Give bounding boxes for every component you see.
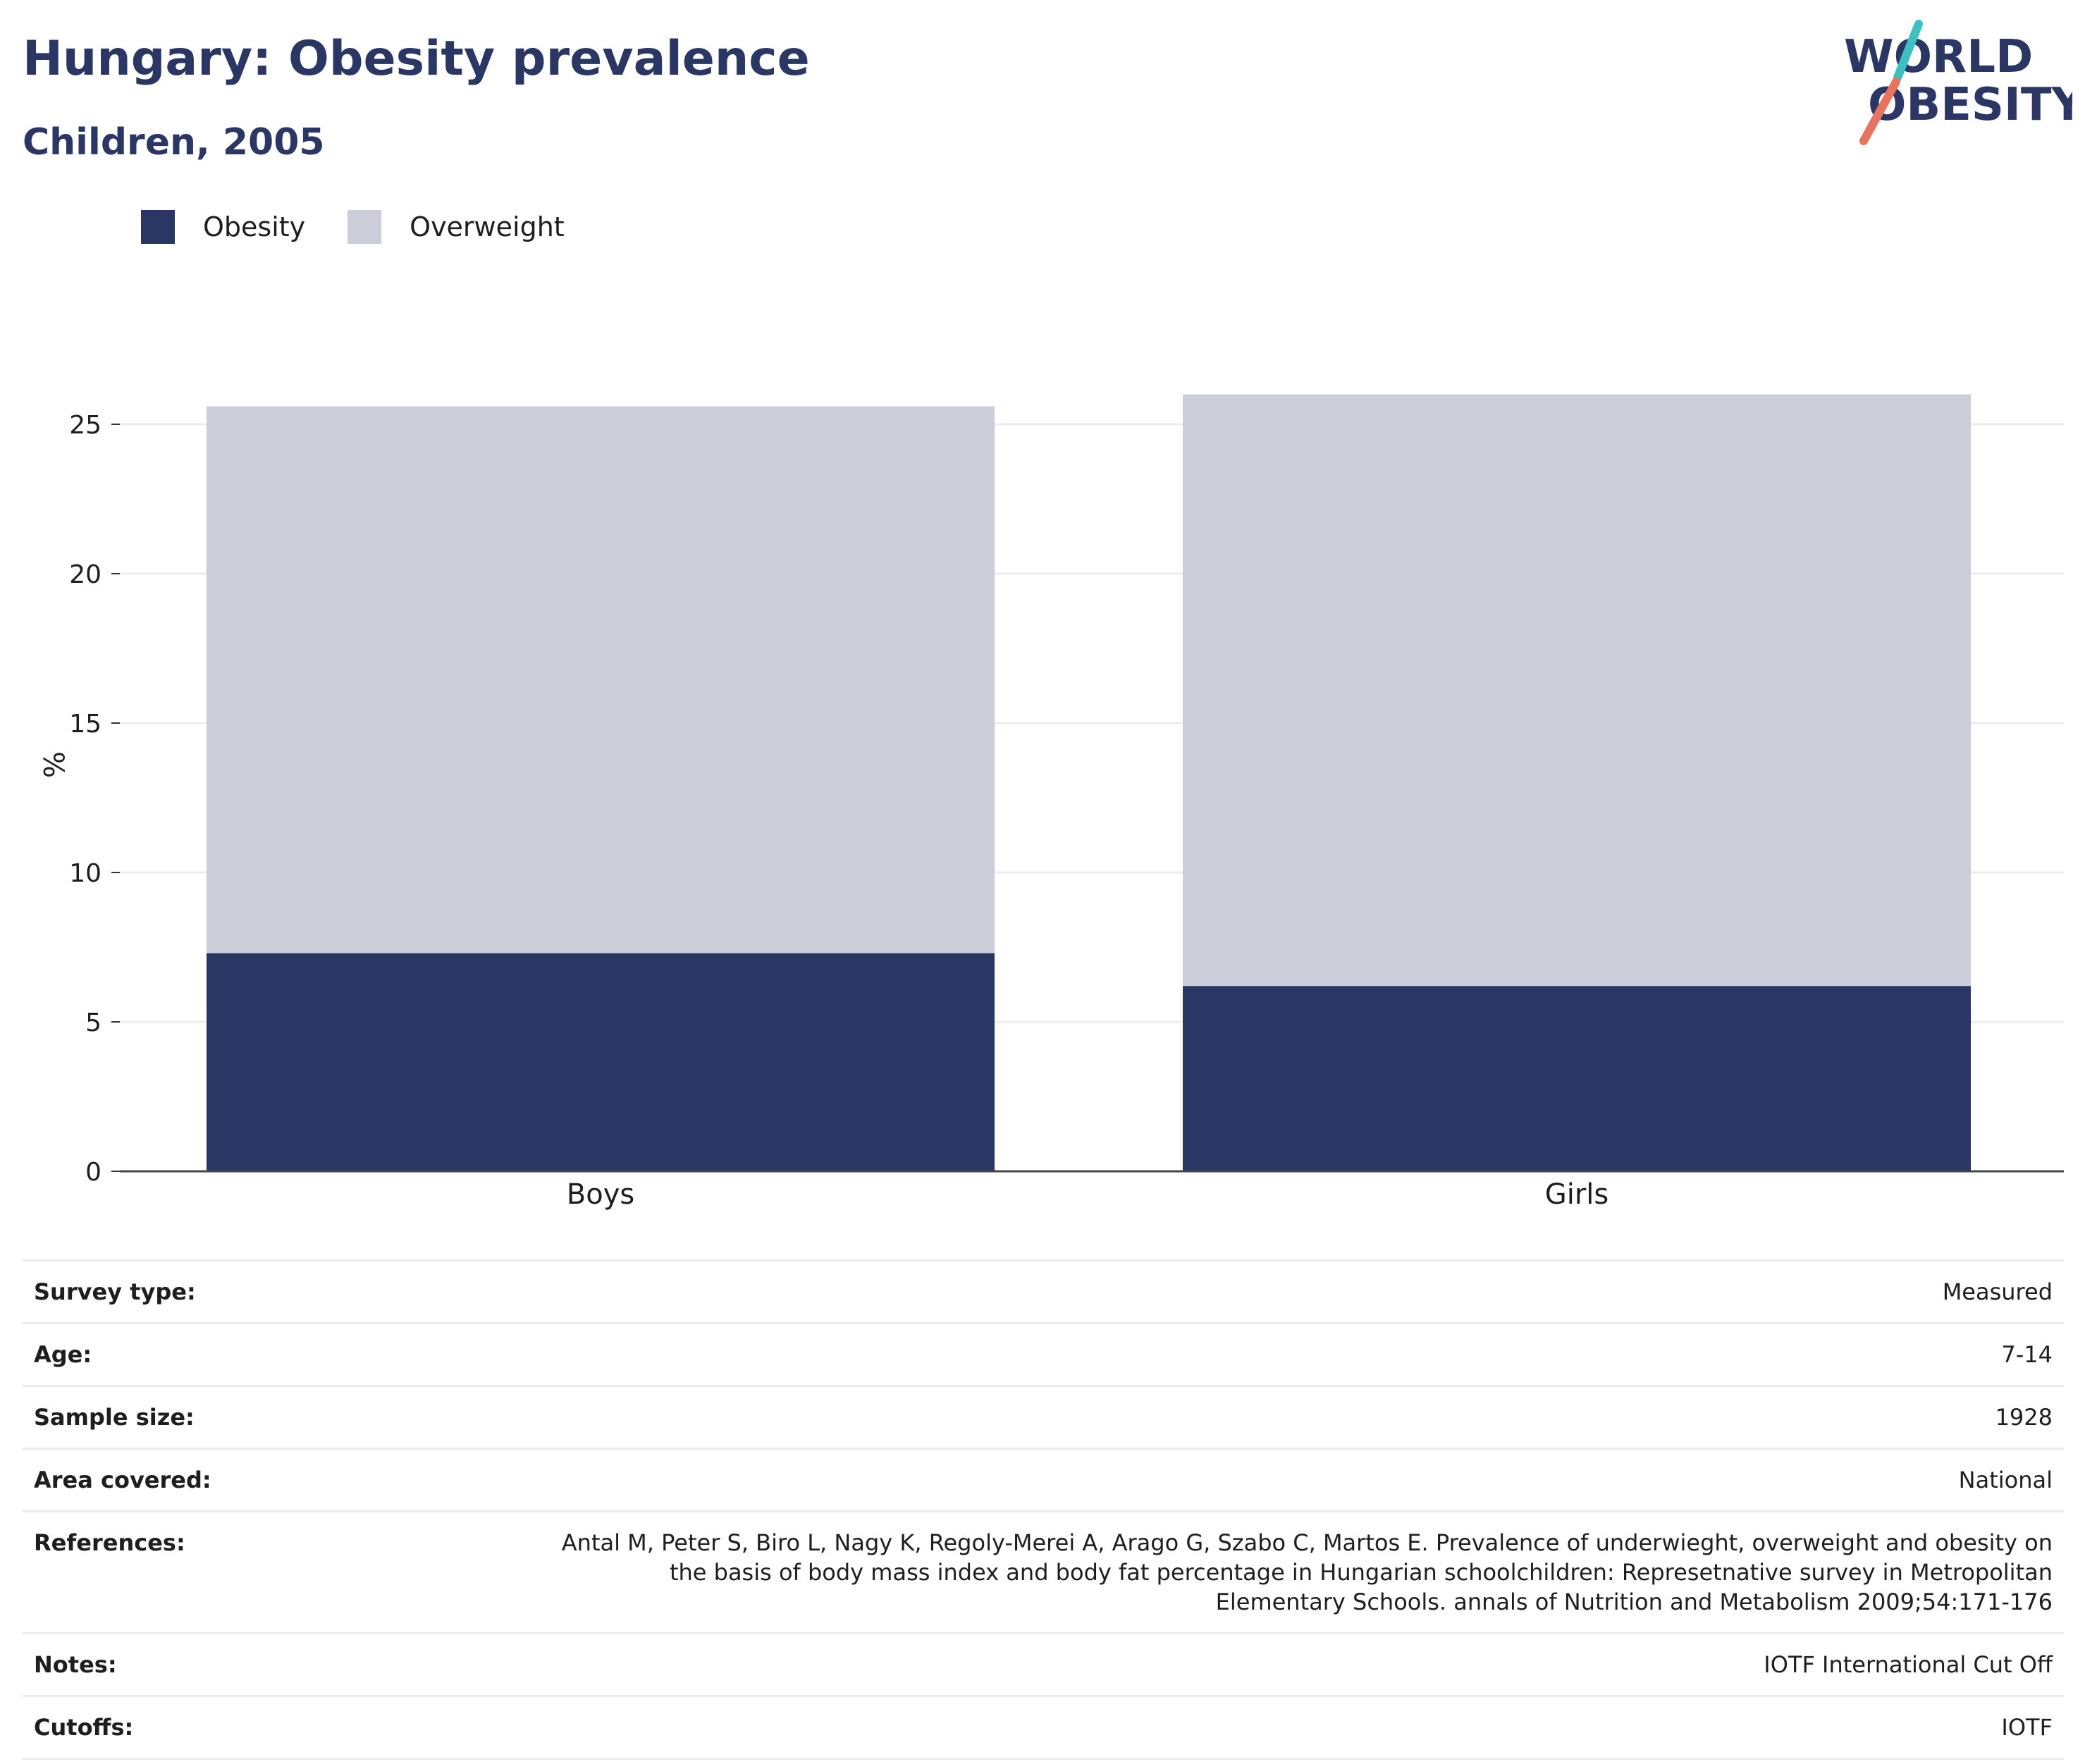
y-tick-label: 0 xyxy=(85,1158,102,1187)
bars xyxy=(207,394,1971,1171)
chart-title: Hungary: Obesity prevalence xyxy=(23,31,810,87)
info-row: Age: 7-14 xyxy=(23,1323,2064,1386)
info-row: Cutoffs: IOTF xyxy=(23,1696,2064,1759)
bar-overweight-boys[interactable] xyxy=(207,406,995,954)
legend-item-overweight[interactable]: Overweight xyxy=(348,210,565,244)
y-tick-label: 15 xyxy=(69,710,102,739)
info-row: Notes: IOTF International Cut Off xyxy=(23,1633,2064,1696)
bar-obesity-girls[interactable] xyxy=(1183,986,1971,1171)
info-value: 1928 xyxy=(1995,1404,2053,1431)
info-value: IOTF xyxy=(2001,1714,2053,1741)
y-axis-title: % xyxy=(37,751,69,778)
legend-swatch-obesity xyxy=(141,210,175,244)
chart-subtitle: Children, 2005 xyxy=(23,121,325,164)
info-key: Sample size: xyxy=(34,1404,195,1431)
world-obesity-logo: WORLD OBESITY xyxy=(1844,20,2072,145)
bar-overweight-girls[interactable] xyxy=(1183,394,1971,987)
y-tick-label: 5 xyxy=(85,1009,102,1037)
info-row: Area covered: National xyxy=(23,1448,2064,1512)
bar-chart: 0 5 10 15 20 25 Boys Girls % xyxy=(37,394,2064,1211)
info-key: Cutoffs: xyxy=(34,1714,134,1741)
survey-info-table: Survey type: Measured Age: 7-14 Sample size:… xyxy=(23,1259,2064,1760)
info-value: IOTF International Cut Off xyxy=(1764,1651,2053,1678)
y-tick-label: 25 xyxy=(69,411,102,440)
y-tick-label: 20 xyxy=(69,560,102,589)
legend-label-overweight: Overweight xyxy=(410,211,565,242)
info-key: References: xyxy=(34,1529,185,1556)
info-key: Age: xyxy=(34,1341,92,1368)
x-category-label: Girls xyxy=(1545,1178,1609,1211)
info-key: Survey type: xyxy=(34,1278,196,1305)
legend-swatch-overweight xyxy=(348,210,382,244)
axes: 0 5 10 15 20 25 Boys Girls xyxy=(69,411,2064,1211)
info-value: National xyxy=(1958,1467,2053,1493)
info-key: Notes: xyxy=(34,1651,117,1678)
logo-text-obesity: OBESITY xyxy=(1868,79,2072,131)
logo-coral-slash xyxy=(1859,78,1900,145)
bar-obesity-boys[interactable] xyxy=(207,953,995,1171)
info-key: Area covered: xyxy=(34,1467,211,1493)
info-row: Sample size: 1928 xyxy=(23,1386,2064,1449)
info-row: Survey type: Measured xyxy=(23,1260,2064,1324)
logo-text-world: WORLD xyxy=(1844,31,2033,83)
legend-label-obesity: Obesity xyxy=(203,211,306,242)
y-tick-label: 10 xyxy=(69,859,102,888)
legend: Obesity Overweight xyxy=(141,210,607,244)
x-category-label: Boys xyxy=(567,1178,634,1211)
logo-teal-slash xyxy=(1893,20,1923,82)
info-row: References: Antal M, Peter S, Biro L, Nag… xyxy=(23,1511,2064,1634)
info-value: Antal M, Peter S, Biro L, Nagy K, Regoly… xyxy=(561,1529,2053,1615)
legend-item-obesity[interactable]: Obesity xyxy=(141,210,305,244)
info-value: Measured xyxy=(1942,1278,2053,1305)
info-value: 7-14 xyxy=(2001,1341,2053,1368)
